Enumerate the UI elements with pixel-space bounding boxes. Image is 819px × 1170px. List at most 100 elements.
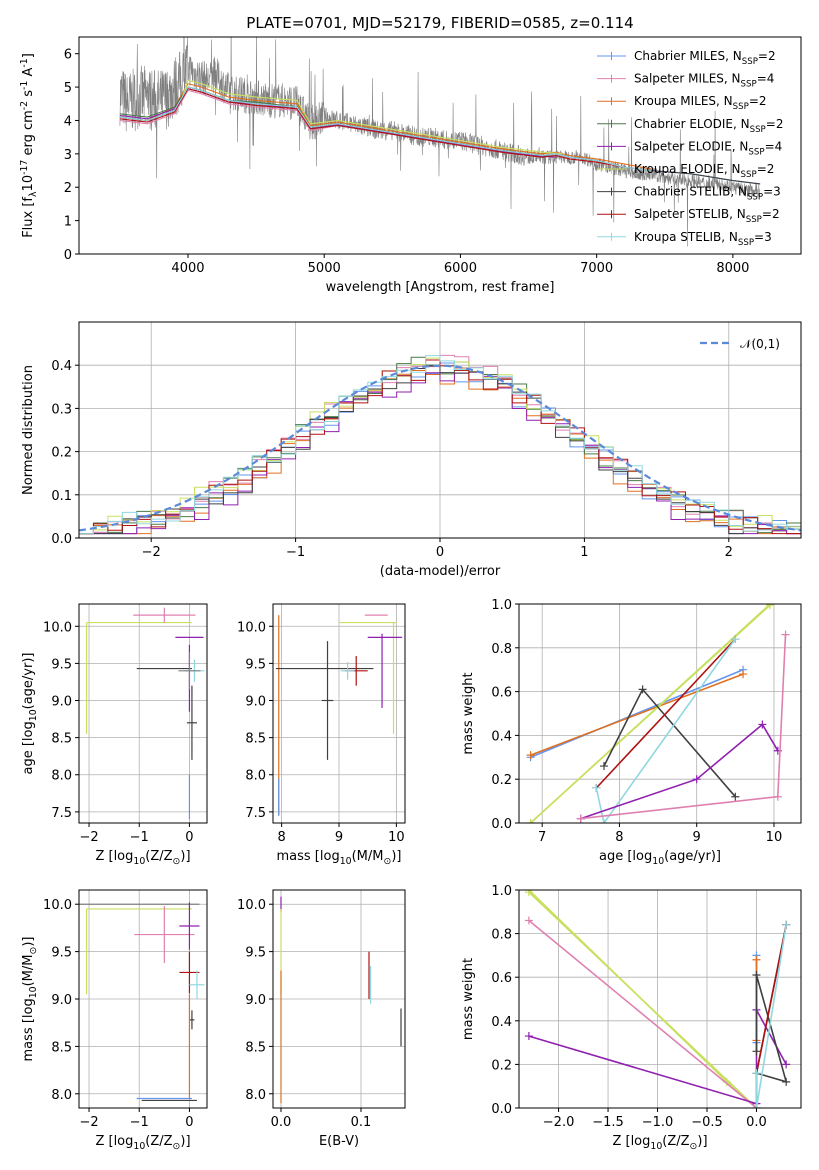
mass-weight-marker <box>692 775 701 784</box>
legend-label: Salpeter STELIB, NSSP=2 <box>634 207 780 225</box>
plot-area-mass-weight-vs-age <box>526 604 790 823</box>
error-bar-point <box>321 641 334 760</box>
chart-title: PLATE=0701, MJD=52179, FIBERID=0585, z=0… <box>246 14 633 32</box>
mass-weight-marker <box>758 720 767 729</box>
y-tick-label: 0.2 <box>491 1058 512 1073</box>
mass-weight-line <box>530 604 771 823</box>
x-tick-label: 8 <box>277 830 285 845</box>
x-axis-label: mass [log10(M/M⊙)] <box>277 849 402 867</box>
axes-frame <box>518 603 802 824</box>
x-tick-label: 0.1 <box>351 1115 372 1130</box>
x-tick-label: −2 <box>79 830 98 845</box>
residual-histogram <box>79 355 801 535</box>
x-tick-label: 0 <box>185 830 193 845</box>
y-tick-label: 10.0 <box>237 620 266 635</box>
x-tick-label: 0 <box>436 545 444 560</box>
mass-weight-marker <box>592 783 601 792</box>
legend-label: Chabrier STELIB, NSSP=3 <box>634 185 781 203</box>
y-tick-label: 0.2 <box>51 446 72 461</box>
mass-weight-marker <box>524 890 533 897</box>
y-tick-label: 8.0 <box>51 1088 72 1103</box>
y-tick-label: 9.5 <box>245 946 266 961</box>
mass-weight-marker <box>752 1104 761 1108</box>
axes-frame <box>518 889 802 1109</box>
y-tick-label: 9.0 <box>51 695 72 710</box>
y-tick-label: 8.5 <box>51 732 72 747</box>
plot-area-mass-vs-ebv <box>280 896 402 1104</box>
mass-weight-line <box>580 634 787 820</box>
x-tick-label: 4000 <box>171 261 204 276</box>
y-tick-label: 9.0 <box>51 993 72 1008</box>
observed-spectrum-line <box>119 37 761 247</box>
residual-histogram <box>79 371 801 535</box>
axes-frame <box>78 36 802 255</box>
mass-weight-marker <box>752 1047 761 1056</box>
x-tick-label: 2 <box>725 545 733 560</box>
y-tick-label: 0.1 <box>51 489 72 504</box>
y-axis-label: Flux [fλ10-17 erg cm-2 s-1 A-1] <box>19 53 39 238</box>
plot-area-spectrum <box>119 37 761 247</box>
y-tick-label: 8.5 <box>245 1040 266 1055</box>
model-spectrum-line <box>119 86 652 172</box>
y-tick-label: 1.0 <box>491 884 512 899</box>
legend-label: Kroupa MILES, NSSP=2 <box>634 94 767 112</box>
x-tick-label: 0.0 <box>271 1115 292 1130</box>
mass-weight-marker <box>752 1069 761 1078</box>
x-tick-label: −2 <box>142 545 161 560</box>
x-tick-label: 5000 <box>308 261 341 276</box>
y-axis-label: Normed distribution <box>21 365 36 495</box>
y-tick-label: 9.0 <box>245 695 266 710</box>
mass-weight-line <box>595 638 736 823</box>
mass-weight-line <box>595 638 736 789</box>
y-tick-label: 0.2 <box>491 773 512 788</box>
y-tick-label: 0.6 <box>491 686 512 701</box>
mass-weight-marker <box>731 792 740 801</box>
y-tick-label: 0.4 <box>51 359 72 374</box>
mass-weight-marker <box>773 792 782 801</box>
legend-label: Kroupa ELODIE, NSSP=2 <box>634 162 774 180</box>
y-tick-label: 0.6 <box>491 971 512 986</box>
mass-weight-marker <box>739 670 748 679</box>
panel-mass-weight-vs-Z: −2.0 −1.5 −1.0 −0.5 0.0 0.0 0.2 0.4 0.6 0.8 1.0 Z [… <box>461 884 802 1152</box>
y-tick-label: 7.5 <box>51 806 72 821</box>
y-tick-label: 0.8 <box>491 928 512 943</box>
x-axis-label: age [log10(age/yr)] <box>599 849 721 867</box>
x-axis-label: Z [log10(Z/Z⊙)] <box>612 1134 707 1152</box>
x-axis-label: wavelength [Angstrom, rest frame] <box>326 280 555 295</box>
x-tick-label: 8 <box>615 830 623 845</box>
mass-weight-marker <box>752 955 761 964</box>
x-tick-label: 10 <box>766 830 783 845</box>
y-tick-label: 0.0 <box>51 532 72 547</box>
x-tick-label: −1.5 <box>592 1115 624 1130</box>
legend-label: Chabrier ELODIE, NSSP=2 <box>634 117 783 135</box>
legend-label: Salpeter ELODIE, NSSP=4 <box>634 139 782 157</box>
y-axis-label: mass weight <box>461 958 476 1040</box>
y-tick-label: 7.5 <box>245 806 266 821</box>
y-tick-label: 9.5 <box>245 657 266 672</box>
x-axis-label: (data-model)/error <box>380 564 501 579</box>
y-tick-label: 3 <box>64 148 72 163</box>
y-tick-label: 2 <box>64 181 72 196</box>
y-axis-label: mass weight <box>461 672 476 754</box>
y-tick-label: 0.0 <box>491 817 512 832</box>
panel-mass-weight-vs-age: 7 8 9 10 0.0 0.2 0.4 0.6 0.8 1.0 age [log10(age/yr… <box>461 598 802 867</box>
y-tick-label: 8.0 <box>245 1088 266 1103</box>
mass-weight-marker <box>782 920 791 929</box>
mass-weight-marker <box>576 814 585 823</box>
mass-weight-line <box>530 673 744 756</box>
y-tick-label: 8.5 <box>245 732 266 747</box>
panel-residuals: 𝒩(0,1) −2 −1 0 1 2 0.0 0.1 0.2 0.3 0.4 (data-model)… <box>21 321 802 579</box>
y-tick-label: 0 <box>64 248 72 263</box>
mass-weight-marker <box>766 604 775 610</box>
plot-area-age-vs-Z <box>85 607 205 820</box>
legend-label: Salpeter MILES, NSSP=4 <box>634 72 774 90</box>
panel-age-vs-Z: −2 −1 0 7.5 8.0 8.5 9.0 9.5 10.0 Z [log10(Z/Z⊙)] a… <box>21 603 208 867</box>
plot-area-age-vs-mass <box>275 614 403 816</box>
mass-weight-marker <box>782 1077 791 1086</box>
y-tick-label: 9.5 <box>51 946 72 961</box>
y-tick-label: 9.0 <box>245 993 266 1008</box>
y-axis-label: mass [log10(M/M⊙)] <box>21 937 39 1062</box>
x-tick-label: 8000 <box>716 261 749 276</box>
residual-histogram <box>79 365 801 535</box>
